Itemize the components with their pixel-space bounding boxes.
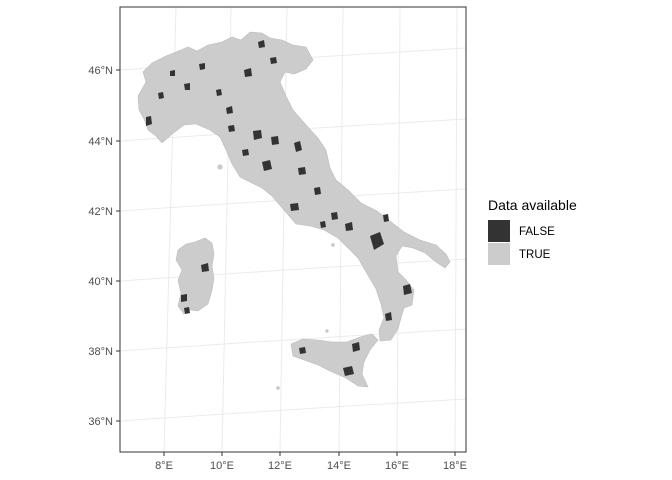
region-false-5 [199,63,205,70]
region-false-19 [345,222,353,231]
x-tick-label: 12°E [268,460,292,472]
region-false-13 [294,141,302,152]
x-tick-label: 14°E [327,460,351,472]
region-false-3 [170,70,175,76]
region-false-16 [314,187,321,195]
panel-border [119,6,467,453]
region-false-14 [262,160,272,171]
island-elba [217,164,223,170]
region-false-10 [270,57,277,64]
legend-label-true: TRUE [519,249,551,261]
region-false-20 [370,232,384,250]
region-false-24 [181,294,187,302]
legend-title: Data available [488,197,577,213]
region-false-4 [184,83,190,90]
unavailable-regions [146,40,412,376]
region-false-15 [298,167,306,175]
region-false-6 [216,89,222,96]
region-false-22 [403,284,412,295]
region-false-23 [385,312,392,321]
region-false-31 [242,149,249,156]
region-false-17 [290,203,299,211]
legend-label-false: FALSE [519,226,555,238]
legend-key-false [488,220,510,242]
region-false-18 [331,212,338,220]
island-pantelleria [276,386,280,390]
x-tick-label: 10°E [210,460,234,472]
region-false-32 [320,221,326,228]
y-tick-label: 42°N [88,206,113,218]
region-false-26 [184,307,190,314]
y-tick-label: 44°N [88,136,113,148]
region-false-28 [352,342,360,352]
sardinia [175,237,215,315]
region-false-7 [226,106,233,114]
island-capri [331,243,335,247]
graticule-lat-40 [119,258,467,282]
mainland-italy [137,31,451,342]
region-false-11 [253,130,262,140]
region-false-2 [158,92,164,99]
region-false-12 [271,136,279,145]
axis-ticks [116,69,456,456]
region-false-21 [383,214,389,222]
x-tick-labels: 8°E 10°E 12°E 14°E 16°E 18°E [155,460,467,472]
region-false-1 [146,116,152,126]
x-tick-label: 16°E [385,460,409,472]
graticule-lat-36 [119,398,467,422]
region-false-27 [299,347,306,354]
region-false-25 [201,263,209,272]
x-tick-label: 18°E [443,460,467,472]
y-tick-label: 36°N [88,416,113,428]
legend: Data available FALSE TRUE [488,197,577,265]
region-false-30 [228,125,235,132]
y-tick-labels: 46°N 44°N 42°N 40°N 38°N 36°N [88,65,113,428]
graticule-lon-12 [279,6,288,453]
graticule-lat-38 [119,328,467,352]
region-false-8 [244,68,252,77]
island-ustica [325,329,329,333]
y-tick-label: 46°N [88,65,113,77]
y-tick-label: 38°N [88,346,113,358]
y-tick-label: 40°N [88,276,113,288]
graticule-lon-18 [454,6,458,453]
region-false-9 [258,40,265,48]
legend-key-true [488,243,510,265]
x-tick-label: 8°E [155,460,173,472]
region-false-29 [343,366,354,376]
